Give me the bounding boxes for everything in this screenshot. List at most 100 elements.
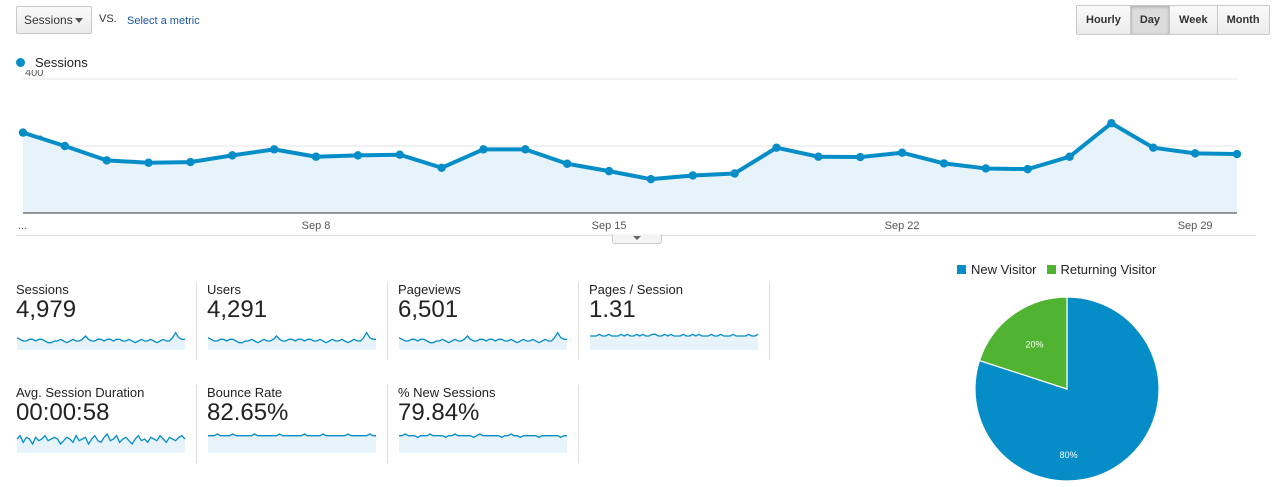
- metric-sparkline: [399, 433, 567, 453]
- data-point[interactable]: [897, 148, 907, 157]
- data-point[interactable]: [1065, 152, 1074, 161]
- pie-legend-new-visitor[interactable]: New Visitor: [957, 262, 1037, 277]
- data-point[interactable]: [730, 169, 739, 178]
- data-point[interactable]: [144, 158, 153, 167]
- x-tick-label: Sep 29: [1178, 220, 1213, 232]
- data-point[interactable]: [437, 163, 446, 172]
- visitor-pie-chart: 80% 20%: [974, 296, 1160, 482]
- metric-label: Pageviews: [398, 282, 461, 297]
- pie-slice-label: 80%: [1060, 450, 1078, 460]
- select-metric-link[interactable]: Select a metric: [127, 15, 200, 27]
- metric-sparkline: [16, 432, 186, 453]
- period-button-week[interactable]: Week: [1169, 6, 1217, 34]
- metric-value: 1.31: [589, 296, 636, 323]
- legend-swatch-green: [1046, 265, 1056, 274]
- y-tick-label: 400: [25, 70, 43, 79]
- data-point[interactable]: [772, 143, 781, 152]
- metric-value: 4,291: [207, 296, 268, 323]
- data-point[interactable]: [1190, 149, 1200, 158]
- data-point[interactable]: [646, 174, 656, 184]
- x-tick-label: Sep 22: [885, 220, 920, 232]
- period-toggle-group: Hourly Day Week Month: [1076, 5, 1270, 35]
- metric-sparkline: [16, 331, 185, 350]
- pie-slice-returning-visitor[interactable]: [978, 296, 1068, 390]
- data-point[interactable]: [604, 166, 614, 176]
- tile-divider: [769, 282, 770, 360]
- data-point[interactable]: [939, 159, 949, 168]
- data-point[interactable]: [688, 171, 697, 180]
- data-point[interactable]: [395, 150, 404, 159]
- caret-down-icon: [633, 236, 641, 240]
- sparkline-area: [17, 434, 185, 453]
- data-point[interactable]: [1023, 164, 1032, 174]
- sparkline-line: [16, 432, 186, 446]
- data-point[interactable]: [814, 152, 823, 161]
- sparkline-line: [208, 433, 376, 437]
- data-point[interactable]: [521, 145, 530, 154]
- data-point[interactable]: [1232, 149, 1242, 159]
- metric-label: Sessions: [16, 282, 69, 297]
- metric-tile-bounce-rate[interactable]: Bounce Rate 82.65%: [207, 385, 381, 461]
- data-point[interactable]: [479, 145, 488, 154]
- metric-sparkline: [207, 331, 376, 350]
- data-point[interactable]: [1149, 143, 1158, 152]
- x-tick-label: Sep 8: [302, 220, 331, 232]
- metric-value: 79.84%: [398, 399, 480, 426]
- metric-sparkline: [590, 333, 759, 350]
- data-point[interactable]: [18, 128, 28, 137]
- tile-divider: [196, 282, 197, 360]
- data-point[interactable]: [353, 151, 363, 160]
- sparkline-area: [399, 434, 567, 453]
- metric-tile-avg-session-duration[interactable]: Avg. Session Duration 00:00:58: [16, 385, 190, 461]
- pie-legend: New Visitor Returning Visitor: [957, 262, 1166, 277]
- data-point[interactable]: [1107, 119, 1116, 128]
- sparkline-line: [16, 331, 185, 344]
- data-point[interactable]: [228, 151, 237, 160]
- period-button-month[interactable]: Month: [1216, 6, 1269, 34]
- x-tick-label: ...: [18, 220, 27, 232]
- tile-divider: [387, 385, 388, 463]
- metric-tile-users[interactable]: Users 4,291: [207, 282, 381, 358]
- pie-legend-returning-visitor[interactable]: Returning Visitor: [1046, 262, 1156, 277]
- pie-legend-label: New Visitor: [971, 262, 1037, 277]
- sessions-line: [22, 121, 1238, 182]
- metric-label: Pages / Session: [589, 282, 683, 297]
- metric-tile-sessions[interactable]: Sessions 4,979: [16, 282, 190, 358]
- data-point[interactable]: [269, 145, 279, 154]
- data-point[interactable]: [563, 159, 572, 168]
- metric-label: Avg. Session Duration: [16, 385, 145, 400]
- tile-divider: [387, 282, 388, 360]
- collapse-chart-tab[interactable]: [612, 234, 662, 244]
- data-point[interactable]: [186, 157, 195, 167]
- sparkline-area: [399, 332, 567, 350]
- metric-label: % New Sessions: [398, 385, 496, 400]
- metric-tile-pageviews[interactable]: Pageviews 6,501: [398, 282, 572, 358]
- metric-value: 4,979: [16, 296, 77, 323]
- metric-tile--new-sessions[interactable]: % New Sessions 79.84%: [398, 385, 572, 461]
- data-point[interactable]: [60, 141, 70, 151]
- sparkline-area: [17, 332, 185, 350]
- sparkline-line: [399, 433, 567, 439]
- metric-value: 6,501: [398, 296, 459, 323]
- metric-label: Bounce Rate: [207, 385, 283, 400]
- sessions-area: [23, 123, 1237, 213]
- data-point[interactable]: [981, 164, 991, 173]
- metric-select[interactable]: Sessions: [16, 6, 92, 34]
- metric-sparkline: [398, 331, 567, 350]
- sparkline-line: [207, 331, 376, 344]
- legend-swatch-blue: [957, 265, 966, 274]
- metric-label: Users: [207, 282, 241, 297]
- tile-divider: [196, 385, 197, 463]
- x-tick-label: Sep 15: [592, 220, 627, 232]
- data-point[interactable]: [311, 152, 321, 161]
- sparkline-area: [208, 332, 376, 350]
- data-point[interactable]: [102, 156, 111, 165]
- metric-tile-pages-session[interactable]: Pages / Session 1.31: [589, 282, 763, 358]
- sparkline-area: [590, 334, 758, 350]
- period-button-hourly[interactable]: Hourly: [1077, 6, 1130, 34]
- period-button-day[interactable]: Day: [1129, 6, 1170, 34]
- metric-value: 00:00:58: [16, 399, 110, 426]
- sparkline-line: [398, 331, 567, 344]
- data-point[interactable]: [856, 152, 865, 162]
